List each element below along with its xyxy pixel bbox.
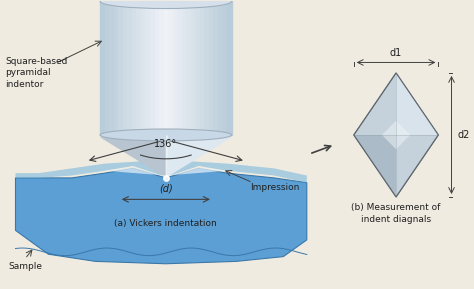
Bar: [195, 1, 201, 135]
Text: d1: d1: [390, 48, 402, 58]
Polygon shape: [16, 168, 307, 264]
Bar: [227, 1, 232, 135]
Text: (d): (d): [159, 184, 173, 194]
Bar: [218, 1, 223, 135]
Text: d2: d2: [457, 130, 470, 140]
Bar: [118, 1, 123, 135]
Bar: [200, 1, 205, 135]
Ellipse shape: [100, 129, 232, 141]
Text: 136°: 136°: [154, 138, 177, 149]
Bar: [114, 1, 118, 135]
Bar: [223, 1, 228, 135]
Polygon shape: [166, 135, 232, 178]
Text: Sample: Sample: [8, 262, 42, 271]
Polygon shape: [105, 167, 227, 177]
Ellipse shape: [100, 0, 232, 9]
Text: Impression: Impression: [250, 183, 300, 192]
Polygon shape: [382, 121, 410, 149]
Bar: [173, 1, 178, 135]
Polygon shape: [166, 135, 168, 178]
Polygon shape: [354, 73, 438, 197]
Bar: [191, 1, 196, 135]
Bar: [123, 1, 128, 135]
Text: (a) Vickers indentation: (a) Vickers indentation: [114, 219, 217, 228]
Bar: [213, 1, 219, 135]
Bar: [182, 1, 187, 135]
Bar: [100, 1, 105, 135]
Bar: [141, 1, 146, 135]
Bar: [150, 1, 155, 135]
Bar: [164, 1, 169, 135]
Bar: [168, 1, 173, 135]
Bar: [132, 1, 137, 135]
Bar: [146, 1, 150, 135]
Text: (b) Measurement of
indent diagnals: (b) Measurement of indent diagnals: [351, 203, 441, 224]
Polygon shape: [16, 161, 307, 183]
Bar: [177, 1, 182, 135]
Bar: [137, 1, 141, 135]
Bar: [105, 1, 109, 135]
Bar: [109, 1, 114, 135]
Polygon shape: [354, 135, 396, 197]
Polygon shape: [396, 73, 438, 135]
Bar: [186, 1, 191, 135]
Bar: [159, 1, 164, 135]
Bar: [128, 1, 132, 135]
Polygon shape: [100, 135, 166, 178]
Bar: [204, 1, 210, 135]
Text: Square-based
pyramidal
indentor: Square-based pyramidal indentor: [5, 57, 67, 89]
Bar: [209, 1, 214, 135]
Bar: [155, 1, 160, 135]
